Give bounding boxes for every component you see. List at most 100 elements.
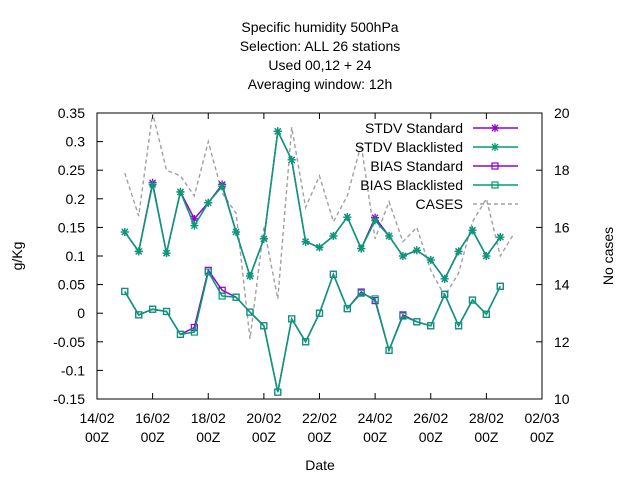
x-tick-label-date: 26/02 [413,410,448,426]
y-tick-label: 0.15 [58,219,85,235]
legend-label: STDV Blacklisted [355,139,463,155]
x-tick-label-date: 18/02 [191,410,226,426]
y-tick-label: -0.15 [53,391,85,407]
title-line-4: Averaging window: 12h [248,76,393,92]
title-line-3: Used 00,12 + 24 [268,57,371,73]
legend: STDV Standard STDV Blacklisted BIAS Standa… [355,120,518,212]
data-point [441,290,449,298]
data-point [176,187,185,196]
data-point [468,296,477,304]
axes: 0.35 0.3 0.25 0.2 0.15 0.1 0.05 0 -0.05 -0.1 -0.15… [9,105,616,473]
data-point [190,221,199,230]
data-point [426,256,435,265]
legend-label: CASES [416,196,463,212]
data-point [120,227,129,236]
data-point [273,127,282,136]
data-point [162,249,171,258]
data-point [343,213,352,222]
data-point [190,328,198,336]
data-point [385,346,393,354]
y-tick-label: 0 [77,305,85,321]
data-point [496,282,504,290]
legend-marker [491,162,499,170]
y-axis-label: g/Kg [9,242,25,271]
data-point [329,231,338,240]
data-point [482,252,491,260]
y-tick-label: 0.1 [66,248,86,264]
data-point [371,295,379,303]
y2-tick-label: 16 [554,219,570,235]
data-point [398,252,407,260]
y-tick-label: -0.1 [61,362,85,378]
data-point [274,388,282,396]
data-point [315,309,324,317]
data-point [135,311,143,319]
y-tick-label: 0.05 [58,277,85,293]
y2-tick-label: 10 [554,391,570,407]
data-point [427,322,435,330]
data-point [329,270,338,278]
series-bias-blacklisted [121,268,504,396]
data-point [288,315,296,323]
data-point [385,231,394,240]
legend-marker [491,143,499,151]
x-tick-label-date: 20/02 [246,410,281,426]
y2-tick-label: 12 [554,334,570,350]
series-layer [120,112,515,396]
data-point [399,312,407,320]
x-tick-label-hour: 00Z [419,429,444,445]
data-point [454,247,463,256]
series-cases [124,112,515,339]
data-point [357,289,365,297]
data-point [149,305,157,313]
x-tick-label-date: 24/02 [358,410,393,426]
x-tick-label-date: 14/02 [79,410,114,426]
data-point [232,227,241,236]
x-tick-label-hour: 00Z [307,429,332,445]
data-point [121,287,129,296]
chart-title: Specific humidity 500hPa Selection: ALL 2… [240,19,401,92]
x-tick-label-hour: 00Z [141,429,166,445]
y-tick-label: 0.35 [58,105,85,121]
data-point [204,268,212,276]
x-tick-label-hour: 00Z [474,429,499,445]
y-tick-label: 0.2 [66,191,86,207]
legend-label: BIAS Blacklisted [360,177,463,193]
data-point [260,322,268,330]
legend-label: BIAS Standard [370,158,463,174]
title-line-1: Specific humidity 500hPa [241,19,398,35]
data-point [245,272,254,281]
x-tick-label-date: 28/02 [469,410,504,426]
data-point [134,247,143,256]
data-point [204,198,213,207]
y2-tick-label: 18 [554,162,570,178]
data-point [148,180,157,189]
data-point [176,330,185,338]
data-point [315,243,324,252]
x-tick-label-hour: 00Z [85,429,110,445]
x-tick-label-hour: 00Z [196,429,221,445]
data-point [357,244,366,253]
y-tick-label: -0.05 [53,334,85,350]
data-point [301,237,310,246]
series-stdv-blacklisted [120,127,505,283]
x-tick-label-date: 22/02 [302,410,337,426]
data-point [232,293,240,301]
series-line [124,128,501,281]
data-point [343,305,351,313]
data-point [246,308,254,316]
data-point [412,246,421,255]
x-tick-label-hour: 00Z [252,429,277,445]
data-point [218,292,226,300]
data-point [482,310,490,318]
data-point [454,322,463,330]
y2-tick-label: 20 [554,105,570,121]
x-tick-label-date: 16/02 [135,410,170,426]
data-point [468,226,477,235]
legend-marker [491,124,499,132]
data-point [413,318,421,326]
y2-tick-label: 14 [554,277,570,293]
data-point [496,233,505,242]
x-tick-label-hour: 00Z [363,429,388,445]
